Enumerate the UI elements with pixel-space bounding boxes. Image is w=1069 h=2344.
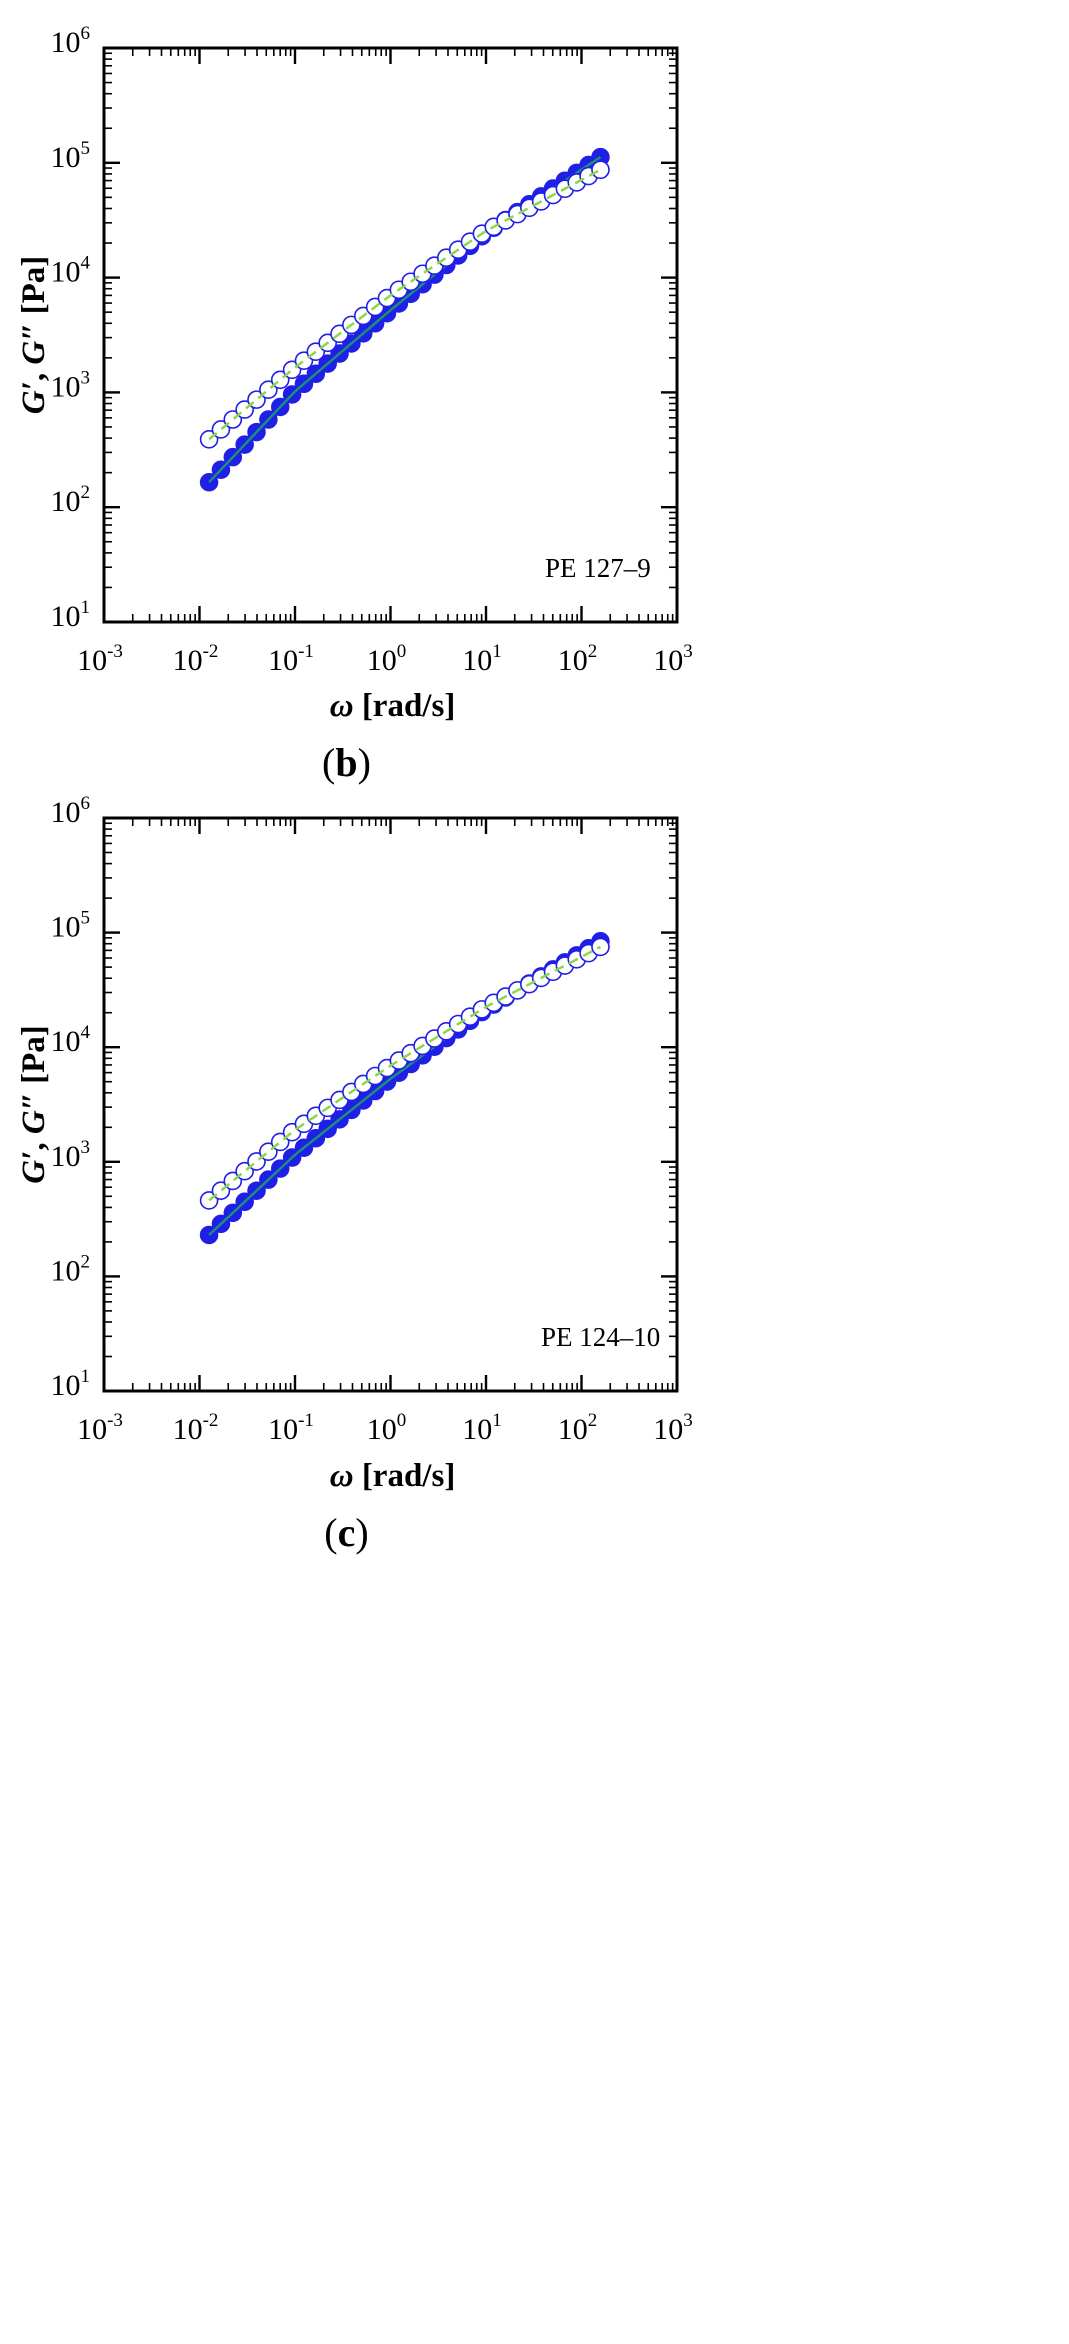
y-tick-label: 103 <box>51 1137 91 1173</box>
y-tick-label: 101 <box>51 597 91 633</box>
y-tick-label: 106 <box>51 23 91 59</box>
panel-caption: (c) <box>324 1510 368 1555</box>
minor-ticks <box>104 48 677 622</box>
y-tick-label: 102 <box>51 482 91 518</box>
chart-panel-b: 10-3 10-2 10-1 100 101 102 103 101 102 103 104 105… <box>16 23 693 785</box>
chart-panel-c: 10-3 10-2 10-1 100 101 102 103 101 102 103 104 105… <box>16 793 693 1555</box>
x-tick-label: 101 <box>462 1410 502 1446</box>
y-axis-title: G′, G″ [Pa] <box>16 256 52 415</box>
x-tick-label: 103 <box>653 1410 693 1446</box>
g-double-prime-fit-line <box>208 168 602 441</box>
x-tick-label: 10-3 <box>77 1410 123 1446</box>
sample-annotation: PE 127–9 <box>545 553 651 583</box>
y-tick-label: 103 <box>51 367 91 403</box>
plot-area-frame <box>102 46 679 624</box>
plot-area-frame <box>102 816 679 1393</box>
sample-annotation: PE 124–10 <box>541 1322 660 1352</box>
panel-caption: (b) <box>322 740 371 785</box>
x-axis-title: ω [rad/s] <box>330 1458 456 1494</box>
y-tick-label: 104 <box>51 1022 91 1058</box>
y-tick-label: 105 <box>51 908 91 944</box>
x-tick-label: 10-1 <box>268 1410 314 1446</box>
y-axis-title: G′, G″ [Pa] <box>16 1025 52 1184</box>
g-double-prime-point <box>591 160 610 180</box>
x-tick-label: 10-2 <box>173 1410 219 1446</box>
y-tick-label: 106 <box>51 793 91 829</box>
x-tick-label: 100 <box>367 1410 407 1446</box>
x-tick-label: 10-2 <box>173 641 219 677</box>
y-axis-ticks: 101 102 103 104 105 106 <box>51 793 677 1402</box>
x-tick-label: 100 <box>367 641 407 677</box>
x-axis-title: ω [rad/s] <box>330 688 456 724</box>
x-tick-label: 10-3 <box>77 641 123 677</box>
x-tick-label: 103 <box>653 641 693 677</box>
x-axis-ticks: 10-3 10-2 10-1 100 101 102 103 <box>77 818 693 1446</box>
x-axis-ticks: 10-3 10-2 10-1 100 101 102 103 <box>77 48 693 677</box>
x-tick-label: 101 <box>462 641 502 677</box>
y-tick-label: 105 <box>51 138 91 174</box>
g-double-prime-fit-line <box>208 945 602 1202</box>
y-tick-label: 104 <box>51 253 91 289</box>
y-tick-label: 101 <box>51 1366 91 1402</box>
y-axis-ticks: 101 102 103 104 105 106 <box>51 23 677 633</box>
y-tick-label: 102 <box>51 1251 91 1287</box>
x-tick-label: 102 <box>558 641 598 677</box>
x-tick-label: 102 <box>558 1410 598 1446</box>
minor-ticks <box>104 818 677 1391</box>
x-tick-label: 10-1 <box>268 641 314 677</box>
